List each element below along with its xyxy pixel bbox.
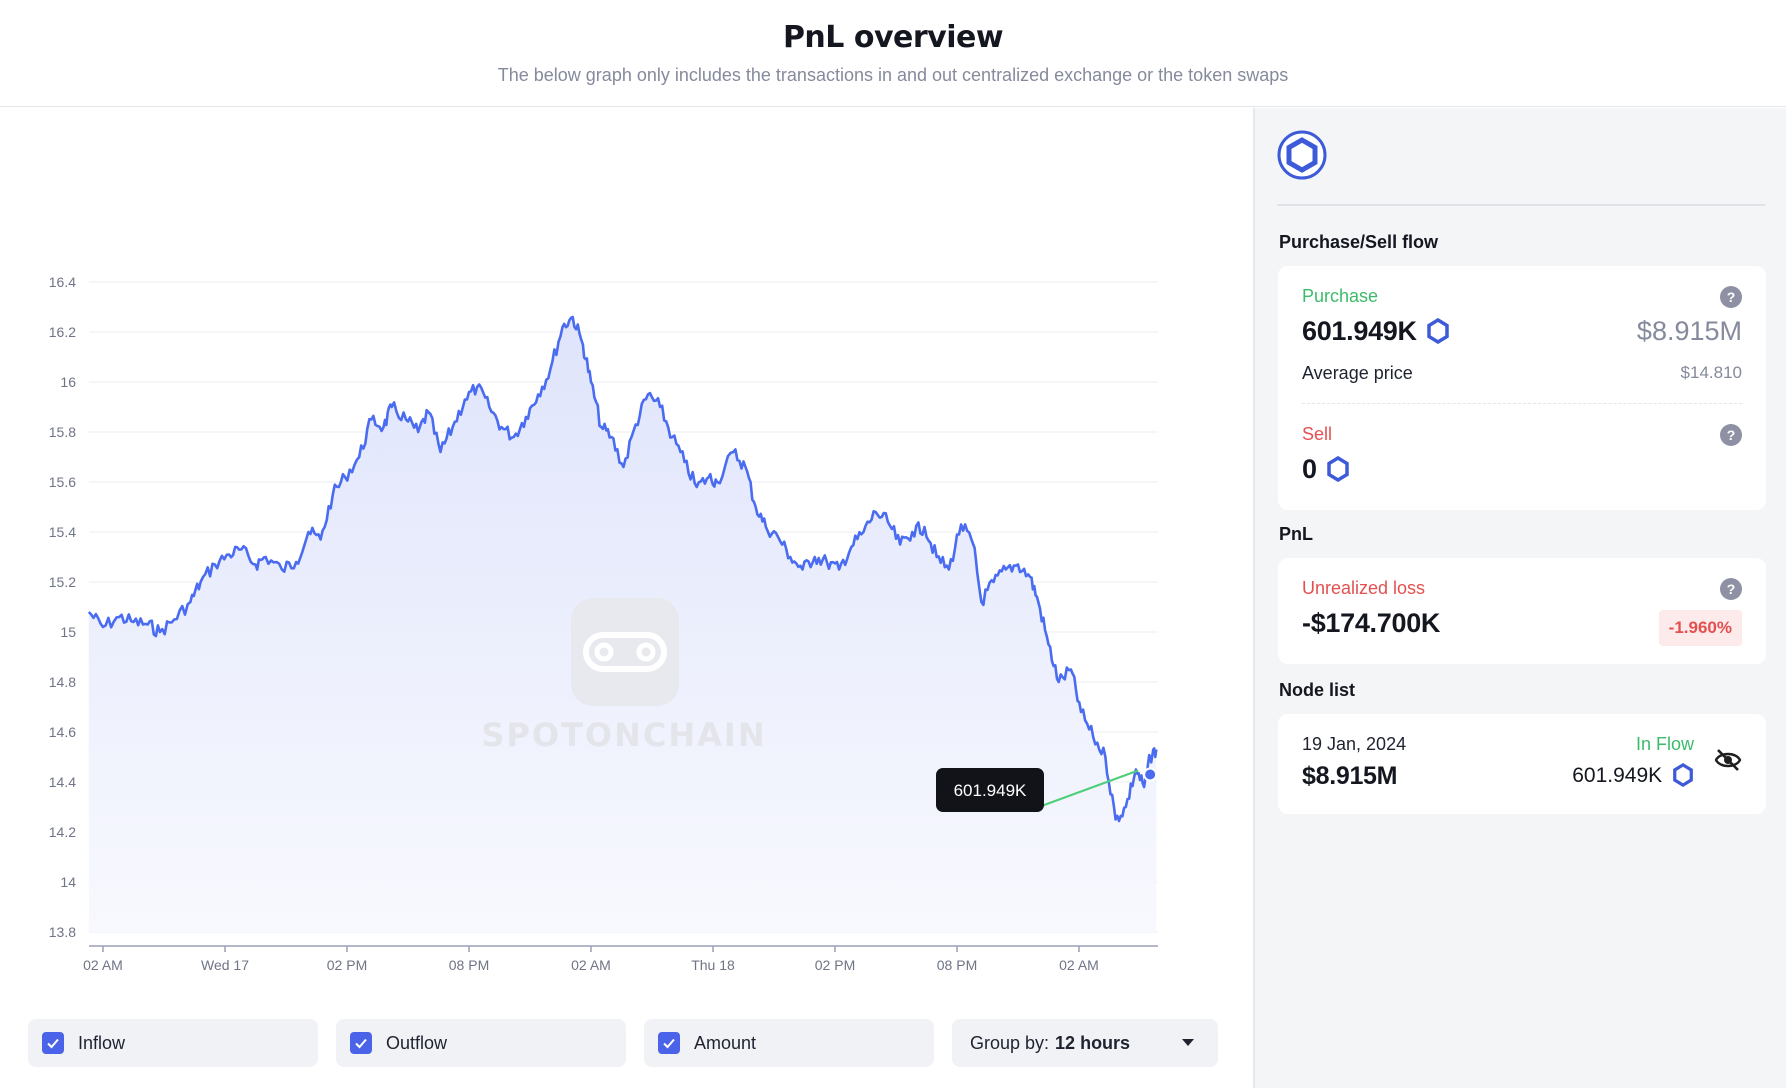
- unrealized-loss-label: Unrealized loss: [1302, 578, 1426, 598]
- y-tick-label: 13.8: [49, 924, 76, 940]
- pnl-card: Unrealized loss ? -$174.700K -1.960%: [1278, 558, 1766, 664]
- price-line: [87, 315, 1158, 823]
- purchase-sell-card: Purchase ? 601.949K $8.915M Average pric…: [1278, 266, 1766, 510]
- amount-toggle[interactable]: Amount: [644, 1019, 934, 1067]
- chainlink-token-icon: [1327, 455, 1349, 482]
- sidebar-divider: [1277, 204, 1765, 206]
- x-tick-label: Wed 17: [201, 957, 249, 973]
- x-tick-label: 02 PM: [815, 957, 855, 973]
- outflow-label: Outflow: [386, 1032, 448, 1053]
- node-list-title: Node list: [1279, 680, 1356, 700]
- sell-label: Sell: [1302, 424, 1333, 444]
- page-subtitle: The below graph only includes the transa…: [497, 65, 1289, 85]
- x-tick-label: 02 AM: [83, 957, 123, 973]
- y-tick-label: 15.8: [49, 424, 76, 440]
- pnl-chart[interactable]: 16.4 16.2 16 15.8 15.6 15.4 15.2 15 14.8 14.6 14.4…: [0, 108, 1253, 1008]
- group-by-select[interactable]: Group by: 12 hours: [952, 1019, 1218, 1067]
- average-price-label: Average price: [1302, 363, 1413, 383]
- spotonchain-logo: [571, 598, 679, 706]
- y-tick-label: 16.4: [49, 274, 76, 290]
- chainlink-token-icon: [1673, 762, 1693, 787]
- chart-panel: 16.4 16.2 16 15.8 15.6 15.4 15.2 15 14.8 14.6 14.4…: [0, 108, 1253, 1088]
- card-separator: [1302, 403, 1742, 404]
- group-by-value: 12 hours: [1055, 1032, 1131, 1053]
- amount-label: Amount: [694, 1032, 757, 1053]
- hide-eye-icon[interactable]: [1714, 748, 1742, 772]
- purchase-sell-title: Purchase/Sell flow: [1279, 232, 1439, 252]
- x-tick-label: 08 PM: [937, 957, 977, 973]
- inflow-toggle[interactable]: Inflow: [28, 1019, 318, 1067]
- unrealized-loss-percent-badge: -1.960%: [1658, 610, 1742, 646]
- chainlink-token-icon: [1427, 317, 1449, 344]
- checkbox-checked-icon[interactable]: [42, 1032, 64, 1054]
- y-tick-label: 15.2: [49, 574, 76, 590]
- spotonchain-logo-link: [583, 632, 667, 672]
- y-tick-label: 16: [60, 374, 76, 390]
- token-sidebar: Purchase/Sell flow Purchase ? 601.949K $…: [1255, 108, 1786, 1088]
- y-tick-label: 15.4: [49, 524, 76, 540]
- spotonchain-logo-dot: [594, 642, 614, 662]
- x-tick-label: 02 PM: [327, 957, 367, 973]
- x-tick-label: Thu 18: [691, 957, 735, 973]
- spotonchain-logo-dot: [636, 642, 656, 662]
- marker-tooltip-label: 601.949K: [954, 781, 1027, 800]
- y-tick-label: 14: [60, 874, 76, 890]
- node-usd-value: $8.915M: [1302, 762, 1398, 790]
- group-by-label: Group by:: [970, 1032, 1050, 1053]
- node-amount: 601.949K: [1572, 764, 1663, 787]
- help-icon[interactable]: ?: [1720, 286, 1742, 308]
- marker-tooltip: [936, 768, 1044, 812]
- average-price-value: $14.810: [1680, 363, 1742, 382]
- pnl-title: PnL: [1279, 524, 1313, 544]
- node-list-item[interactable]: 19 Jan, 2024 $8.915M In Flow 601.949K: [1278, 714, 1766, 814]
- purchase-amount: 601.949K: [1302, 316, 1417, 346]
- node-date: 19 Jan, 2024: [1302, 734, 1407, 754]
- help-icon[interactable]: ?: [1720, 578, 1742, 600]
- amount-marker: [1143, 767, 1158, 782]
- sell-amount: 0: [1302, 454, 1317, 484]
- panel-divider: [1253, 108, 1255, 1088]
- dropdown-caret-icon: [1182, 1039, 1194, 1046]
- help-icon[interactable]: ?: [1720, 424, 1742, 446]
- chart-filters: Inflow Outflow Amount Group by: 12 hours: [28, 1019, 1218, 1067]
- spotonchain-watermark: SPOTONCHAIN: [481, 716, 766, 754]
- page-title: PnL overview: [782, 20, 1004, 55]
- purchase-label: Purchase: [1302, 286, 1379, 306]
- x-tick-label: 08 PM: [449, 957, 489, 973]
- y-tick-label: 14.4: [49, 774, 76, 790]
- page-header: PnL overview The below graph only includ…: [0, 0, 1786, 107]
- y-tick-label: 14.6: [49, 724, 76, 740]
- node-flow-label: In Flow: [1635, 734, 1694, 754]
- outflow-toggle[interactable]: Outflow: [336, 1019, 626, 1067]
- y-tick-label: 14.8: [49, 674, 76, 690]
- y-tick-label: 15: [60, 624, 76, 640]
- unrealized-loss-value: -$174.700K: [1302, 608, 1441, 638]
- checkbox-checked-icon[interactable]: [658, 1032, 680, 1054]
- x-tick-label: 02 AM: [571, 957, 611, 973]
- y-tick-label: 16.2: [49, 324, 76, 340]
- y-tick-label: 15.6: [49, 474, 76, 490]
- marker-connector: [1035, 769, 1139, 810]
- purchase-usd: $8.915M: [1636, 316, 1742, 346]
- inflow-label: Inflow: [78, 1032, 126, 1053]
- chainlink-hex-icon: [1277, 130, 1327, 180]
- x-tick-label: 02 AM: [1059, 957, 1099, 973]
- checkbox-checked-icon[interactable]: [350, 1032, 372, 1054]
- y-tick-label: 14.2: [49, 824, 76, 840]
